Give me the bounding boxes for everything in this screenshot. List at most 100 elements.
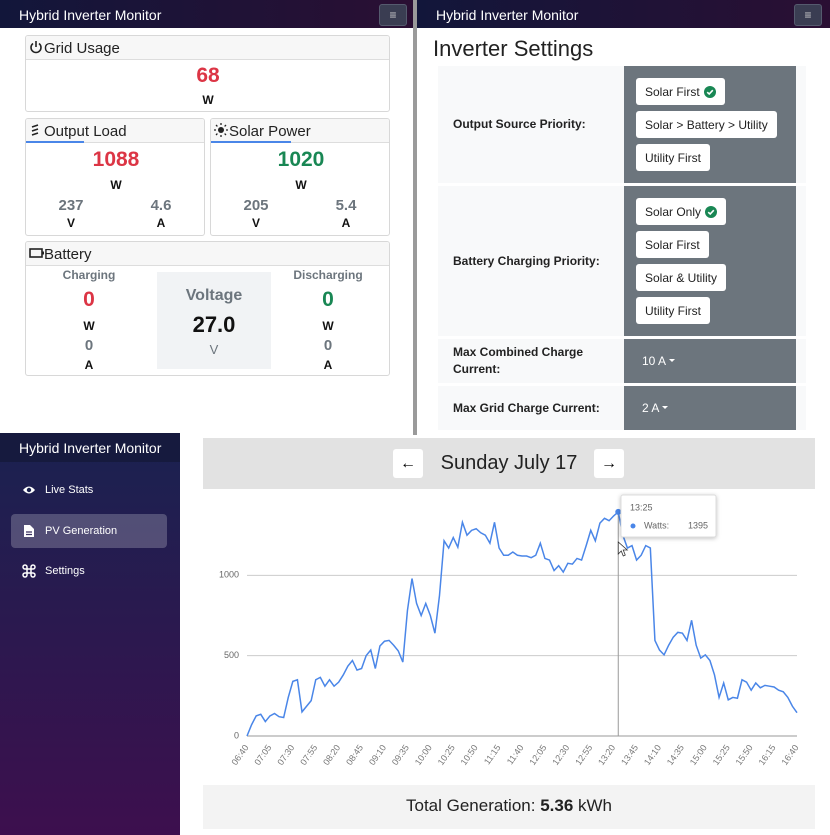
solar-current: 5.4 <box>335 197 357 214</box>
option-button[interactable]: Solar Only <box>636 198 727 225</box>
app-header <box>0 433 180 462</box>
tooltip-swatch <box>630 523 636 529</box>
solar-value: 1020 <box>277 148 325 171</box>
app-title: Hybrid Inverter Monitor <box>436 7 579 23</box>
tab-underline <box>26 141 84 143</box>
solar-unit: W <box>295 178 307 192</box>
charging-label: Charging <box>62 268 116 282</box>
load-icon <box>31 124 39 136</box>
option-wrap: Solar & Utility <box>636 264 796 297</box>
option-button[interactable]: Solar & Utility <box>636 264 727 291</box>
option-wrap: Solar First <box>636 78 796 111</box>
tooltip-box <box>620 494 717 538</box>
check-mark <box>706 89 714 95</box>
x-tick-label: 12:05 <box>527 743 548 767</box>
option-button[interactable]: Solar First <box>636 78 725 105</box>
card-title: Solar Power <box>229 123 311 140</box>
option-label: Solar First <box>645 84 700 99</box>
voltage-unit: V <box>251 216 261 230</box>
nav-item[interactable]: Settings <box>11 554 167 588</box>
option-wrap: Utility First <box>636 297 796 330</box>
tooltip-value: 1395 <box>688 520 708 530</box>
option-label: Solar & Utility <box>645 270 718 285</box>
option-button[interactable]: Utility First <box>636 297 710 324</box>
discharging-label: Discharging <box>293 268 363 282</box>
dropdown[interactable]: 10 A <box>636 348 796 374</box>
data-line <box>246 510 798 737</box>
option-label: Utility First <box>645 303 701 318</box>
option-wrap: Utility First <box>636 144 796 177</box>
grid-value: 68 <box>196 64 220 87</box>
option-button[interactable]: Solar > Battery > Utility <box>636 111 777 138</box>
load-voltage: 237 <box>58 197 84 214</box>
nav-item[interactable]: PV Generation <box>11 514 167 548</box>
dropdown-value: 2 A <box>642 401 660 415</box>
file-icon <box>24 525 34 537</box>
check-icon <box>705 205 718 218</box>
x-tick-label: 08:20 <box>321 743 342 767</box>
x-tick-label: 13:20 <box>596 743 617 767</box>
x-tick-label: 06:40 <box>229 743 250 767</box>
x-tick-label: 11:15 <box>482 743 503 767</box>
sidebar: Hybrid Inverter Monitor Live Stats PV Ge… <box>0 433 180 835</box>
x-tick-label: 16:15 <box>757 743 778 767</box>
check-icon <box>703 85 716 98</box>
grid-unit: W <box>202 93 214 107</box>
load-value: 1088 <box>92 148 140 171</box>
card-title: Battery <box>44 246 92 263</box>
settings-panel: Hybrid Inverter Monitor ≡ Inverter Setti… <box>417 0 830 433</box>
x-tick-label: 07:30 <box>275 743 296 767</box>
date-bar <box>203 438 815 489</box>
date-label: Sunday July 17 <box>440 452 578 474</box>
voltage-value: 27.0 <box>192 312 236 337</box>
charging-current: 0 <box>84 337 94 354</box>
x-tick-label: 10:25 <box>436 743 457 767</box>
nav-label: Settings <box>45 565 85 577</box>
menu-button[interactable]: ≡ <box>794 4 822 26</box>
voltage-unit: V <box>209 342 219 357</box>
x-tick-label: 11:40 <box>505 743 526 767</box>
app-header: Hybrid Inverter Monitor ≡ <box>417 0 830 28</box>
settings-row: Output Source Priority: Solar First Solar … <box>438 66 806 183</box>
power-unit: W <box>322 319 334 333</box>
x-tick-label: 10:50 <box>459 743 480 767</box>
nav-label: PV Generation <box>45 525 118 537</box>
divider <box>413 0 417 435</box>
x-tick-label: 13:45 <box>619 743 640 767</box>
app-header: Hybrid Inverter Monitor ≡ <box>0 0 413 28</box>
x-tick-label: 08:45 <box>344 743 365 767</box>
menu-button[interactable]: ≡ <box>379 4 407 26</box>
option-button[interactable]: Utility First <box>636 144 710 171</box>
x-tick-label: 15:25 <box>711 743 732 767</box>
x-tick-label: 14:35 <box>665 743 686 767</box>
battery-card: Battery Charging 0 W 0 A Voltage 27.0 V … <box>25 241 390 376</box>
nav-label: Live Stats <box>45 484 94 496</box>
option-label: Solar Only <box>645 204 702 219</box>
nav-item[interactable]: Live Stats <box>11 473 167 507</box>
caret <box>669 359 676 362</box>
eye-icon <box>23 486 35 494</box>
dropdown-value: 10 A <box>642 354 667 368</box>
dropdown[interactable]: 2 A <box>636 395 796 421</box>
total-value: 5.36 <box>540 796 574 815</box>
setting-control: 10 A <box>624 339 796 383</box>
hover-point <box>615 508 622 515</box>
total-label: Total Generation: <box>405 796 536 815</box>
x-tick-label: 09:35 <box>390 743 411 767</box>
grid-card: Grid Usage 68 W <box>25 35 390 112</box>
prev-button[interactable]: ← <box>393 449 423 478</box>
x-tick-label: 07:55 <box>298 743 319 767</box>
power-icon <box>30 41 42 54</box>
discharging-power: 0 <box>322 288 334 311</box>
voltage-box <box>157 272 271 369</box>
total-unit: kWh <box>578 796 613 815</box>
next-button[interactable]: → <box>594 449 624 478</box>
option-wrap: Solar Only <box>636 198 796 231</box>
option-button[interactable]: Solar First <box>636 231 709 258</box>
load-current: 4.6 <box>150 197 172 214</box>
total-box <box>203 785 815 829</box>
total-line: Total Generation: 5.36 kWh <box>406 796 612 816</box>
setting-label: Battery Charging Priority: <box>453 253 600 268</box>
